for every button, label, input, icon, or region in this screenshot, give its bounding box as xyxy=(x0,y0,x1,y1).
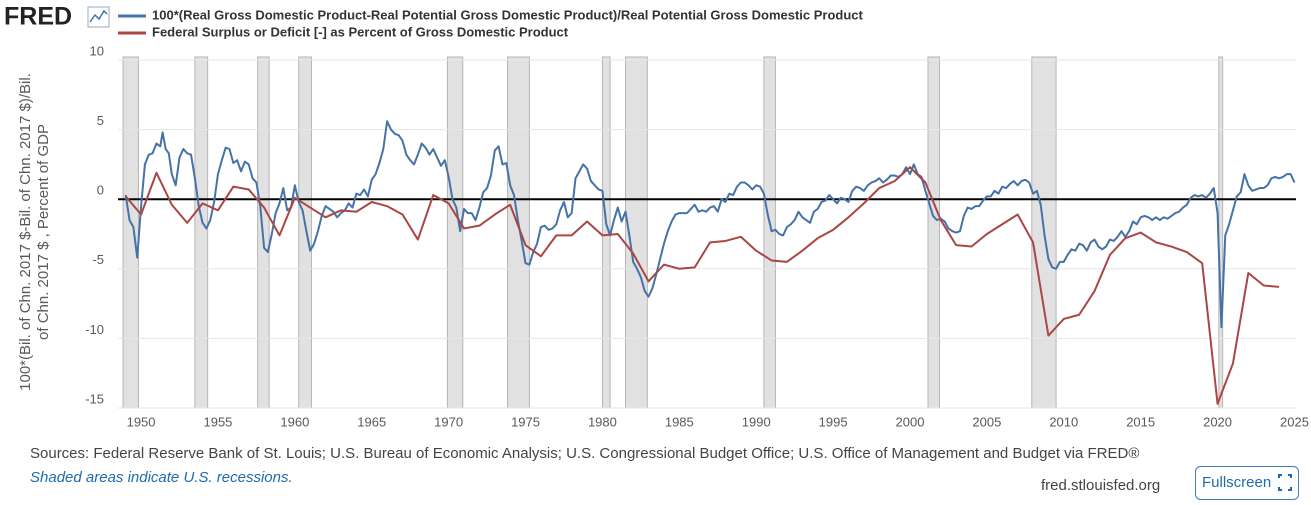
x-tick-label: 1955 xyxy=(203,414,232,429)
x-tick-label: 1960 xyxy=(280,414,309,429)
sources: Sources: Federal Reserve Bank of St. Lou… xyxy=(30,445,1139,462)
y-axis-label: of Chn. 2017 $ , Percent of GDP xyxy=(35,124,52,340)
x-tick-label: 1990 xyxy=(742,414,771,429)
logo: FRED xyxy=(4,3,72,31)
fullscreen-button[interactable]: Fullscreen xyxy=(1195,466,1299,500)
recession-shade xyxy=(1218,56,1224,409)
x-tick-label: 1970 xyxy=(434,414,463,429)
x-tick-label: 1995 xyxy=(819,414,848,429)
y-tick-label: 10 xyxy=(90,43,104,58)
y-tick-label: 5 xyxy=(97,113,104,128)
plot-area: 10 5 0 -5 -10 -15 1950 1955 1960 1965 1970 1975 1980… xyxy=(85,43,1309,429)
site-link[interactable]: fred.stlouisfed.org xyxy=(1041,477,1160,494)
series-line xyxy=(124,120,1296,329)
legend-label: 100*(Real Gross Domestic Product-Real Po… xyxy=(152,7,864,22)
x-tick-label: 2020 xyxy=(1203,414,1232,429)
x-tick-label: 2010 xyxy=(1049,414,1078,429)
y-axis-label: 100*(Bil. of Chn. 2017 $-Bil. of Chn. 20… xyxy=(17,73,34,391)
legend-label: Federal Surplus or Deficit [-] as Percen… xyxy=(152,24,569,39)
series-line xyxy=(124,166,1280,405)
recession-shade xyxy=(298,56,312,409)
logo-icon xyxy=(87,6,110,28)
recession-shade xyxy=(122,56,139,409)
recession-note: Shaded areas indicate U.S. recessions. xyxy=(30,469,293,486)
x-tick-label: 2015 xyxy=(1126,414,1155,429)
x-tick-label: 1965 xyxy=(357,414,386,429)
x-tick-label: 1950 xyxy=(127,414,156,429)
x-tick-label: 2000 xyxy=(896,414,925,429)
button-frame[interactable] xyxy=(1195,466,1299,500)
recession-shade xyxy=(446,56,464,409)
x-tick-label: 2025 xyxy=(1280,414,1309,429)
y-tick-label: -15 xyxy=(85,391,104,406)
y-tick-label: -5 xyxy=(92,252,104,267)
legend: 100*(Real Gross Domestic Product-Real Po… xyxy=(118,7,864,39)
recession-shade xyxy=(507,56,530,409)
y-tick-label: -10 xyxy=(85,322,104,337)
x-tick-label: 1985 xyxy=(665,414,694,429)
button-label[interactable]: Fullscreen xyxy=(1202,474,1271,491)
x-tick-label: 1980 xyxy=(588,414,617,429)
recession-shade xyxy=(763,56,776,409)
logo-icon-line xyxy=(89,9,108,23)
recession-shade xyxy=(927,56,941,409)
logo-icon-box xyxy=(87,6,110,28)
x-tick-label: 1975 xyxy=(511,414,540,429)
recession-shade xyxy=(194,56,209,409)
fullscreen-icon[interactable] xyxy=(1278,474,1292,491)
x-tick-label: 2005 xyxy=(972,414,1001,429)
y-tick-label: 0 xyxy=(97,183,104,198)
